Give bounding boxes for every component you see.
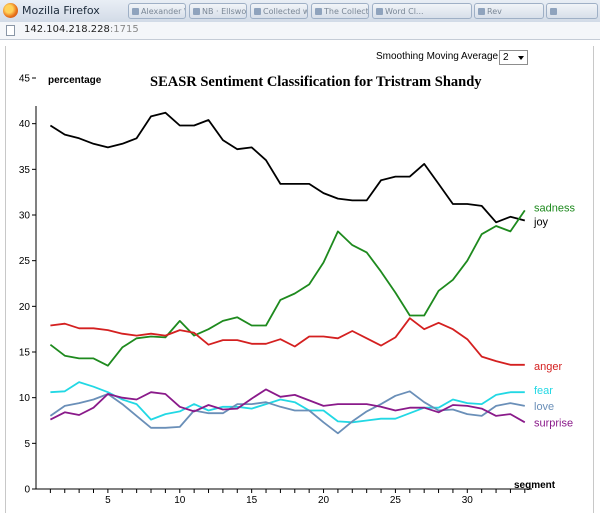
series-line-love	[49, 390, 525, 435]
browser-tab-6[interactable]: Rev	[474, 3, 544, 19]
x-tick-label: 20	[318, 495, 330, 506]
series-label-anger: anger	[534, 361, 562, 373]
series-line-fear	[50, 381, 525, 424]
url-host: 142.104.218.228	[24, 24, 110, 35]
browser-tab-1[interactable]: Alexander Wordsw...	[128, 3, 186, 19]
x-tick-label: 15	[246, 495, 258, 506]
frame-border-left	[5, 46, 6, 513]
window-title: Mozilla Firefox	[22, 4, 100, 17]
series-label-love: love	[534, 401, 554, 413]
address-bar[interactable]: 142.104.218.228:1715	[0, 22, 600, 40]
y-tick-label: 35	[19, 165, 31, 176]
browser-tab-7[interactable]	[546, 3, 598, 19]
series-label-surprise: surprise	[534, 417, 573, 429]
x-axis-label: segment	[514, 480, 556, 491]
y-axis-label: percentage	[48, 75, 102, 86]
y-tick-label: 25	[19, 256, 31, 267]
y-tick-label: 10	[19, 393, 31, 404]
y-tick-label: 20	[19, 302, 31, 313]
url-text[interactable]: 142.104.218.228:1715	[24, 24, 139, 35]
series-line-anger	[50, 317, 525, 366]
browser-tab-3[interactable]: Collected works	[250, 3, 308, 19]
y-tick-label: 45	[19, 74, 31, 85]
firefox-logo-icon	[3, 3, 18, 18]
series-label-sadness: sadness	[534, 202, 575, 214]
series-label-fear: fear	[534, 385, 553, 397]
series-label-joy: joy	[533, 216, 549, 228]
smoothing-label: Smoothing Moving Average of	[376, 51, 510, 62]
y-tick-label: 30	[19, 211, 31, 222]
x-tick-label: 10	[174, 495, 186, 506]
series-line-sadness	[49, 209, 526, 367]
page-viewport	[0, 40, 600, 513]
y-tick-label: 0	[24, 485, 30, 496]
smoothing-value: 2	[503, 52, 509, 63]
series-line-joy	[49, 111, 526, 224]
page-icon	[6, 25, 15, 36]
y-tick-label: 5	[24, 439, 30, 450]
frame-border-right	[593, 46, 594, 513]
browser-tab-5[interactable]: Word Cl...	[372, 3, 472, 19]
y-tick-label: 15	[19, 348, 31, 359]
smoothing-select[interactable]: 2	[499, 50, 528, 65]
x-tick-label: 30	[462, 495, 474, 506]
series-line-surprise	[49, 388, 526, 424]
dropdown-arrow-icon	[518, 56, 524, 60]
url-port: :1715	[109, 24, 139, 35]
chart-title: SEASR Sentiment Classification for Trist…	[150, 74, 482, 90]
x-tick-label: 5	[105, 495, 111, 506]
x-tick-label: 25	[390, 495, 402, 506]
browser-tab-4[interactable]: The Collected Wo...	[311, 3, 369, 19]
browser-tab-2[interactable]: NB · Ellsworth Coll...	[189, 3, 247, 19]
window-titlebar: Mozilla Firefox Alexander Wordsw... NB ·…	[0, 0, 600, 23]
y-tick-label: 40	[19, 119, 31, 130]
